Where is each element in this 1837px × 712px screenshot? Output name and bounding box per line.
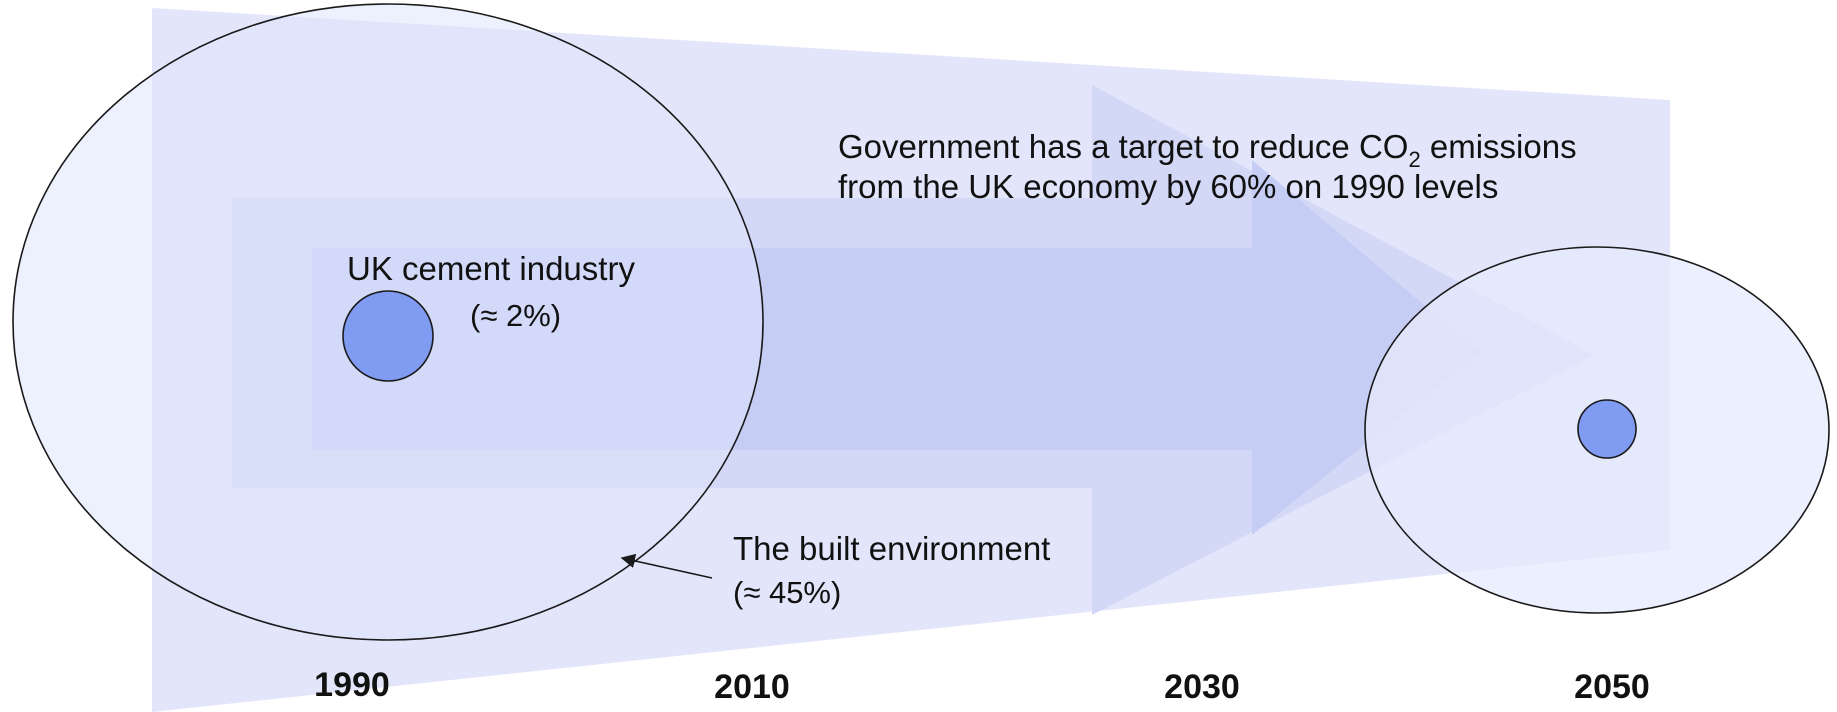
- year-label-2010: 2010: [714, 668, 790, 706]
- cement-industry-share: (≈ 2%): [470, 298, 561, 333]
- year-label-2050: 2050: [1574, 668, 1650, 706]
- cement-industry-circle-2050: [1577, 399, 1637, 459]
- built-environment-pointer: [620, 553, 713, 579]
- built-environment-label: The built environment: [733, 530, 1050, 567]
- target-note-line1: Government has a target to reduce CO2 em…: [838, 128, 1577, 172]
- year-label-1990: 1990: [314, 666, 390, 704]
- target-note-line2: from the UK economy by 60% on 1990 level…: [838, 168, 1498, 205]
- year-label-2030: 2030: [1164, 668, 1240, 706]
- cement-industry-label: UK cement industry: [347, 250, 635, 287]
- cement-industry-circle-1990: [342, 290, 434, 382]
- built-environment-share: (≈ 45%): [733, 575, 841, 610]
